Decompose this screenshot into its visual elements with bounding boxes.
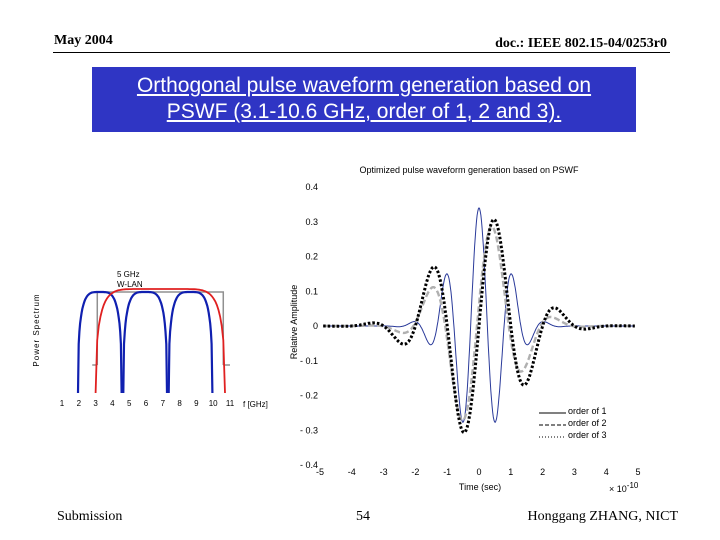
header-rule <box>53 52 670 53</box>
waveform-y-tick-label: - 0.1 <box>300 356 318 366</box>
spectrum-x-tick-label: 5 <box>127 399 132 408</box>
spectrum-xlabel: f [GHz] <box>243 400 268 409</box>
spectrum-envelope <box>94 288 226 394</box>
waveform-x-tick-label: 0 <box>476 467 481 477</box>
waveform-curves <box>323 207 635 435</box>
waveform-x-tick-label: -1 <box>443 467 451 477</box>
waveform-chart: Optimized pulse waveform generation base… <box>289 165 641 494</box>
waveform-legend: order of 1 order of 2 order of 3 <box>539 406 607 440</box>
waveform-x-tick-label: -5 <box>316 467 324 477</box>
spectrum-lobe <box>122 290 169 394</box>
spectrum-x-tick-label: 9 <box>194 399 199 408</box>
footer-page-number: 54 <box>356 509 370 524</box>
slide-title-line2: PSWF (3.1-10.6 GHz, order of 1, 2 and 3)… <box>166 100 562 123</box>
waveform-title: Optimized pulse waveform generation base… <box>359 165 579 175</box>
spectrum-lobe <box>76 290 123 394</box>
waveform-x-multiplier: × 10-10 <box>609 481 639 494</box>
waveform-y-tick-label: - 0.3 <box>300 425 318 435</box>
spectrum-x-tick-label: 11 <box>226 399 235 408</box>
waveform-y-tick-label: - 0.2 <box>300 391 318 401</box>
spectrum-chart: Power Spectrum 5 GHz W-LAN f [GHz] 1 2 3 4 5 6… <box>32 270 268 409</box>
spectrum-x-ticks: 1 2 3 4 5 6 7 8 9 10 11 <box>60 399 235 408</box>
spectrum-wlan-annotation: 5 GHz W-LAN <box>117 270 143 289</box>
x-multiplier-base: × 10 <box>609 484 627 494</box>
header-doc-id: doc.: IEEE 802.15-04/0253r0 <box>495 36 667 51</box>
spectrum-x-tick-label: 6 <box>144 399 149 408</box>
annotation-line2: W-LAN <box>117 280 143 289</box>
spectrum-curves <box>76 288 230 394</box>
slide-title-box: Orthogonal pulse waveform generation bas… <box>92 67 636 132</box>
spectrum-ylabel: Power Spectrum <box>32 293 41 366</box>
spectrum-x-tick-label: 7 <box>161 399 166 408</box>
waveform-y-tick-label: 0.3 <box>305 217 318 227</box>
waveform-xlabel: Time (sec) <box>459 482 501 492</box>
waveform-x-tick-label: -2 <box>411 467 419 477</box>
waveform-axes: 0.4 0.3 0.2 0.1 0 - 0.1 - 0.2 - 0.3 - 0.4-5 -4 -3 -… <box>300 182 641 477</box>
footer-author: Honggang ZHANG, NICT <box>527 509 678 524</box>
spectrum-lobe <box>167 290 214 394</box>
waveform-ylabel: Relative Amplitude <box>289 285 299 360</box>
spectrum-x-tick-label: 8 <box>177 399 182 408</box>
annotation-line1: 5 GHz <box>117 270 140 279</box>
waveform-x-tick-label: 3 <box>572 467 577 477</box>
waveform-x-tick-label: 2 <box>540 467 545 477</box>
waveform-y-tick-label: 0.4 <box>305 182 318 192</box>
waveform-x-tick-label: 1 <box>508 467 513 477</box>
spectrum-x-tick-label: 10 <box>209 399 218 408</box>
waveform-x-tick-label: 5 <box>635 467 640 477</box>
spectrum-x-tick-label: 3 <box>93 399 98 408</box>
legend-label-2: order of 2 <box>568 418 607 428</box>
waveform-y-tick-label: 0.1 <box>305 286 318 296</box>
spectrum-x-tick-label: 1 <box>60 399 65 408</box>
waveform-x-tick-label: -4 <box>348 467 356 477</box>
waveform-y-tick-label: 0.2 <box>305 252 318 262</box>
spectrum-x-tick-label: 4 <box>110 399 115 408</box>
spectrum-x-tick-label: 2 <box>77 399 82 408</box>
legend-label-3: order of 3 <box>568 430 607 440</box>
slide-title-line1: Orthogonal pulse waveform generation bas… <box>136 74 592 97</box>
waveform-order2-line <box>323 225 635 422</box>
legend-label-1: order of 1 <box>568 406 607 416</box>
waveform-x-tick-label: 4 <box>604 467 609 477</box>
waveform-x-tick-label: -3 <box>380 467 388 477</box>
waveform-y-tick-label: - 0.4 <box>300 460 318 470</box>
x-multiplier-exponent: -10 <box>627 481 639 490</box>
header-date: May 2004 <box>54 33 113 48</box>
footer-submission: Submission <box>57 509 123 524</box>
waveform-y-tick-label: 0 <box>313 321 318 331</box>
spectrum-mask <box>96 291 225 365</box>
